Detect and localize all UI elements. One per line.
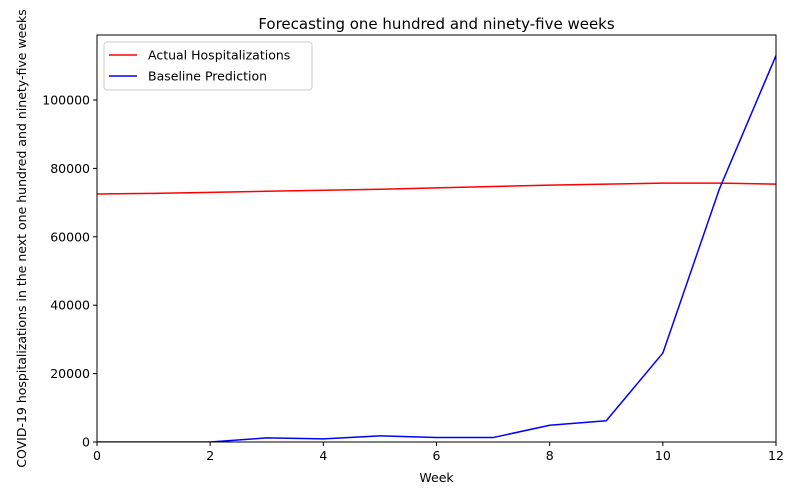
x-axis: 0 2 4 6 8 10 12 bbox=[93, 442, 784, 463]
y-tick-label: 80000 bbox=[50, 161, 90, 176]
x-tick-label: 2 bbox=[206, 448, 214, 463]
y-tick-label: 100000 bbox=[42, 92, 90, 107]
x-tick-label: 12 bbox=[768, 448, 784, 463]
legend: Actual Hospitalizations Baseline Predicti… bbox=[103, 41, 313, 91]
legend-box bbox=[103, 41, 313, 91]
x-tick-label: 4 bbox=[319, 448, 327, 463]
y-tick-label: 40000 bbox=[50, 298, 90, 313]
y-tick-label: 60000 bbox=[50, 229, 90, 244]
x-tick-label: 6 bbox=[433, 448, 441, 463]
plot-frame bbox=[96, 34, 777, 443]
series-layer bbox=[97, 55, 776, 442]
legend-label: Baseline Prediction bbox=[148, 69, 267, 84]
x-tick-label: 10 bbox=[655, 448, 671, 463]
x-axis-label: Week bbox=[419, 470, 454, 485]
y-axis: 0 20000 40000 60000 80000 100000 bbox=[42, 92, 97, 450]
legend-label: Actual Hospitalizations bbox=[148, 48, 290, 63]
series-line-actual-hospitalizations bbox=[97, 182, 776, 195]
series-line-baseline-prediction bbox=[97, 55, 776, 442]
y-axis-label: COVID-19 hospitalizations in the next on… bbox=[14, 9, 29, 468]
chart-title: Forecasting one hundred and ninety-five … bbox=[258, 15, 615, 33]
x-tick-label: 0 bbox=[93, 448, 101, 463]
y-tick-label: 0 bbox=[82, 435, 90, 450]
x-tick-label: 8 bbox=[546, 448, 554, 463]
y-tick-label: 20000 bbox=[50, 366, 90, 381]
